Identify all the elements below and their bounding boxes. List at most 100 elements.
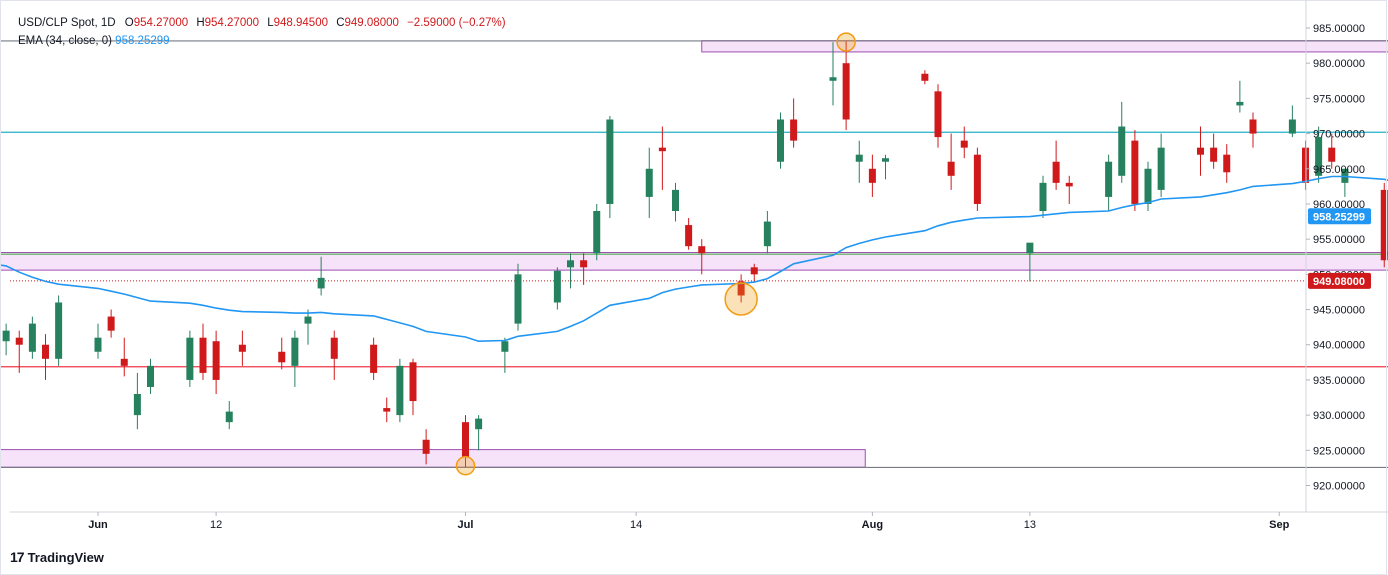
time-axis-label: Aug — [862, 519, 883, 531]
candle-up — [291, 330, 299, 387]
candle-up — [94, 323, 102, 359]
candle-body — [658, 147, 666, 152]
candle-body — [147, 365, 154, 387]
candle-down — [685, 218, 693, 250]
time-axis-label: Jul — [458, 519, 474, 531]
candle-body — [409, 362, 417, 402]
time-axis-label: 12 — [210, 519, 222, 531]
mid-zone — [0, 252, 1388, 271]
candle-body — [921, 73, 929, 81]
candle-body — [1380, 189, 1388, 261]
candle-body — [317, 277, 325, 289]
ema-legend[interactable]: EMA (34, close, 0) 958.25299 — [18, 35, 170, 47]
price-axis-label: 940.00000 — [1313, 340, 1365, 352]
candle-body — [672, 189, 679, 211]
price-axis-label: 965.00000 — [1313, 164, 1365, 176]
candle-body — [1065, 182, 1073, 187]
candle-up — [606, 115, 614, 219]
time-axis-label: Jun — [88, 519, 108, 531]
candle-body — [1131, 140, 1139, 204]
candle-body — [278, 351, 286, 363]
candle-body — [1144, 168, 1152, 204]
candle-up — [593, 203, 601, 261]
price-axis-label: 970.00000 — [1313, 129, 1365, 141]
high-label: H — [196, 17, 205, 29]
candle-down — [422, 429, 430, 465]
candle-body — [960, 140, 968, 148]
bottom-zone — [0, 449, 866, 468]
candle-body — [829, 77, 837, 81]
highlight-circle — [455, 456, 476, 476]
candle-body — [501, 341, 509, 352]
candle-up — [1118, 101, 1126, 183]
candle-up — [567, 253, 574, 289]
highlight-circle — [724, 282, 758, 316]
candle-body — [396, 365, 404, 416]
candle-up — [28, 316, 36, 359]
ema-line — [0, 175, 1388, 343]
candle-body — [304, 316, 312, 324]
ema-legend-value: 958.25299 — [115, 35, 170, 47]
candle-down — [580, 253, 588, 285]
candle-down — [462, 415, 469, 468]
candle-body — [422, 439, 430, 454]
candle-up — [1315, 126, 1323, 183]
candle-body — [2, 330, 10, 342]
tradingview-logo[interactable]: 17 TradingView — [10, 549, 104, 565]
candle-body — [225, 411, 233, 423]
zones-layer — [0, 40, 1388, 468]
candle-body — [475, 418, 483, 430]
price-axis-label: 925.00000 — [1313, 445, 1365, 457]
candle-up — [514, 263, 522, 331]
candle-up — [147, 358, 154, 394]
candle-up — [396, 358, 404, 423]
high-value: 954.27000 — [204, 17, 260, 29]
candle-body — [1026, 242, 1034, 254]
candle-up — [475, 415, 483, 451]
candle-up — [55, 295, 63, 366]
candle-down — [1197, 126, 1204, 176]
candle-body — [763, 221, 771, 247]
candle-body — [1328, 147, 1336, 162]
tradingview-logo-icon: 17 — [10, 549, 25, 565]
price-axis-label: 960.00000 — [1313, 199, 1365, 211]
ema-price-badge-text: 958.25299 — [1313, 211, 1365, 223]
candle-body — [383, 408, 391, 412]
candle-down — [973, 147, 981, 211]
candle-down — [107, 309, 115, 338]
candle-down — [42, 334, 49, 380]
candle-body — [750, 267, 758, 275]
ema-label: EMA (34, close, 0) — [18, 35, 112, 47]
candle-down — [1210, 133, 1218, 169]
candle-down — [750, 263, 758, 282]
candle-body — [199, 337, 207, 373]
candle-down — [120, 337, 128, 377]
candle-down — [1328, 133, 1336, 169]
low-label: L — [267, 17, 274, 29]
candle-body — [698, 246, 706, 254]
price-badges-layer: 958.25299 949.08000 — [1308, 208, 1371, 289]
candle-up — [777, 112, 784, 169]
candle-body — [1118, 126, 1126, 176]
candle-down — [199, 323, 207, 380]
candle-body — [580, 260, 588, 268]
price-axis-label: 930.00000 — [1313, 410, 1365, 422]
time-axis-label: 13 — [1024, 519, 1036, 531]
candle-up — [186, 330, 194, 387]
candle-body — [1197, 147, 1204, 155]
candle-up — [855, 140, 863, 183]
candle-body — [370, 344, 378, 373]
candle-body — [133, 394, 141, 416]
candle-body — [790, 119, 798, 141]
candle-body — [1157, 147, 1165, 190]
candle-down — [934, 84, 942, 148]
time-axis-label: 14 — [630, 519, 642, 531]
time-axis-label: Sep — [1269, 519, 1289, 531]
candle-up — [829, 42, 837, 106]
candle-down — [1052, 140, 1060, 190]
candle-body — [1249, 119, 1257, 134]
